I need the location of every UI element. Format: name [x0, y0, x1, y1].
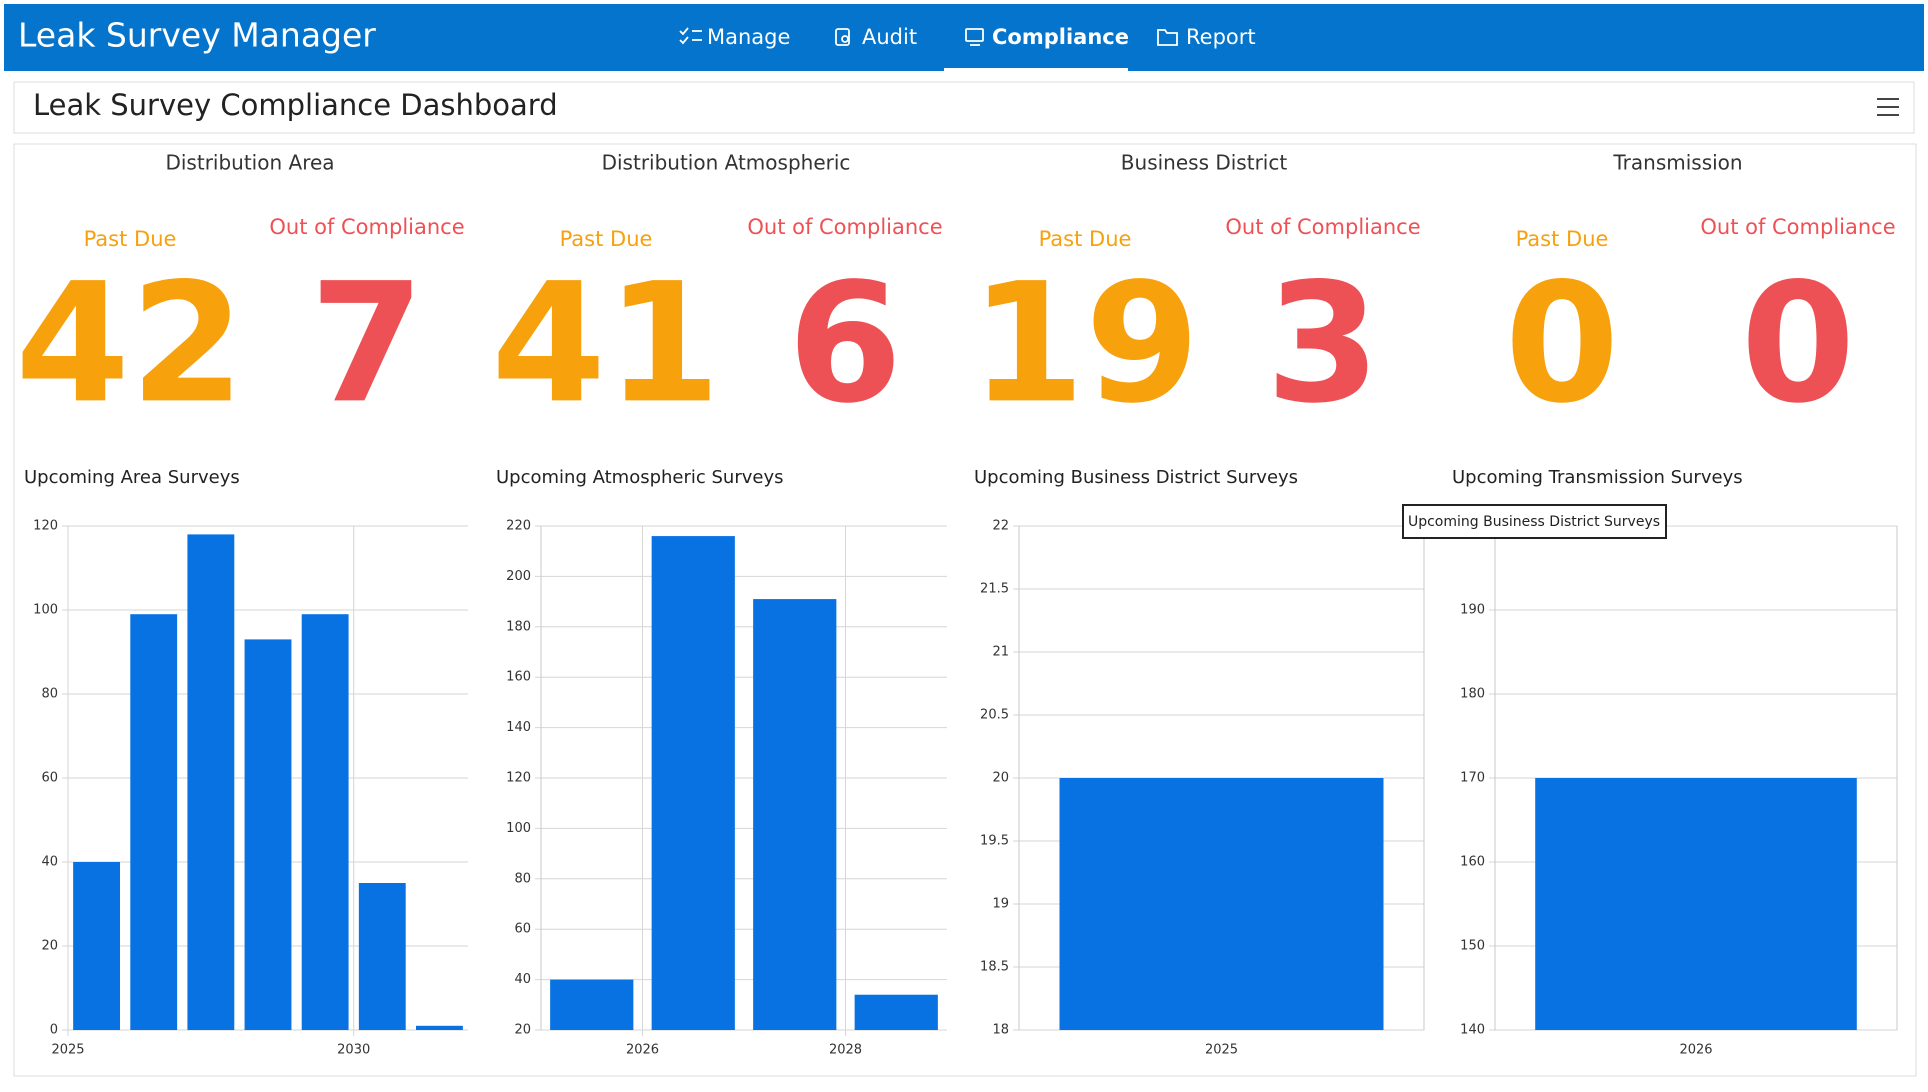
past-due-label: Past Due — [1039, 227, 1132, 251]
bar — [358, 883, 406, 1030]
out-of-compliance-label: Out of Compliance — [747, 215, 942, 239]
y-tick-label: 180 — [506, 619, 531, 634]
past-due-count: 41 — [491, 247, 721, 439]
y-tick-label: 0 — [50, 1023, 58, 1038]
y-tick-label: 18.5 — [980, 960, 1009, 975]
x-tick-label: 2026 — [1679, 1043, 1712, 1058]
out-of-compliance-count: 7 — [310, 247, 425, 439]
bar — [73, 862, 120, 1030]
nav-item[interactable]: Report — [1186, 25, 1256, 49]
out-of-compliance-label: Out of Compliance — [1225, 215, 1420, 239]
y-tick-label: 22 — [992, 519, 1009, 534]
bar — [854, 994, 938, 1030]
nav-item[interactable]: Audit — [862, 25, 917, 49]
bar — [244, 639, 292, 1030]
bar — [301, 614, 349, 1030]
bar — [130, 614, 178, 1030]
y-tick-label: 170 — [1460, 771, 1485, 786]
tooltip-text: Upcoming Business District Surveys — [1408, 514, 1660, 530]
bar — [1535, 778, 1857, 1030]
title-bar — [13, 81, 1915, 134]
past-due-count: 42 — [15, 247, 245, 439]
app-title: Leak Survey Manager — [18, 16, 376, 55]
y-tick-label: 160 — [1460, 855, 1485, 870]
chart-title: Upcoming Transmission Surveys — [1452, 467, 1743, 488]
y-tick-label: 100 — [506, 821, 531, 836]
y-tick-label: 180 — [1460, 687, 1485, 702]
section-title: Transmission — [1612, 151, 1742, 175]
out-of-compliance-label: Out of Compliance — [1700, 215, 1895, 239]
y-tick-label: 19.5 — [980, 834, 1009, 849]
section-title: Distribution Atmospheric — [602, 151, 851, 175]
y-tick-label: 20 — [41, 939, 58, 954]
bar — [416, 1025, 463, 1030]
x-tick-label: 2025 — [51, 1043, 84, 1058]
past-due-label: Past Due — [560, 227, 653, 251]
y-tick-label: 100 — [33, 603, 58, 618]
y-tick-label: 160 — [506, 670, 531, 685]
x-tick-label: 2030 — [337, 1043, 370, 1058]
past-due-label: Past Due — [84, 227, 177, 251]
y-tick-label: 140 — [506, 720, 531, 735]
bar — [550, 979, 634, 1030]
menu-button[interactable] — [1877, 98, 1899, 116]
y-tick-label: 140 — [1460, 1023, 1485, 1038]
y-tick-label: 21 — [992, 645, 1009, 660]
tooltip-box — [1402, 504, 1667, 539]
nav-item[interactable]: Compliance — [992, 25, 1129, 49]
bar — [651, 536, 735, 1030]
x-tick-label: 2028 — [829, 1043, 862, 1058]
header-bar — [4, 4, 1924, 71]
past-due-label: Past Due — [1516, 227, 1609, 251]
section-title: Business District — [1121, 151, 1288, 175]
bar — [753, 599, 837, 1030]
y-tick-label: 220 — [506, 519, 531, 534]
y-tick-label: 80 — [514, 871, 531, 886]
y-tick-label: 40 — [514, 972, 531, 987]
y-tick-label: 120 — [506, 771, 531, 786]
section-title: Distribution Area — [165, 151, 334, 175]
x-tick-label: 2026 — [626, 1043, 659, 1058]
chart-title: Upcoming Area Surveys — [24, 467, 240, 488]
past-due-count: 19 — [970, 247, 1200, 439]
y-tick-label: 20 — [992, 771, 1009, 786]
chart-title: Upcoming Atmospheric Surveys — [496, 467, 784, 488]
bar — [187, 534, 235, 1030]
nav-active-underline — [944, 68, 1128, 71]
y-tick-label: 120 — [33, 519, 58, 534]
out-of-compliance-count: 3 — [1266, 247, 1381, 439]
out-of-compliance-count: 6 — [788, 247, 903, 439]
nav-item[interactable]: Manage — [707, 25, 790, 49]
x-tick-label: 2025 — [1205, 1043, 1238, 1058]
y-tick-label: 40 — [41, 855, 58, 870]
y-tick-label: 60 — [41, 771, 58, 786]
y-tick-label: 20 — [514, 1023, 531, 1038]
chart-title: Upcoming Business District Surveys — [974, 467, 1298, 488]
y-tick-label: 19 — [992, 897, 1009, 912]
dashboard-title: Leak Survey Compliance Dashboard — [33, 88, 558, 122]
nav-icons — [679, 27, 1178, 46]
y-tick-label: 18 — [992, 1023, 1009, 1038]
y-tick-label: 21.5 — [980, 582, 1009, 597]
y-tick-label: 150 — [1460, 939, 1485, 954]
bar — [1059, 778, 1384, 1030]
y-tick-label: 60 — [514, 922, 531, 937]
y-tick-label: 20.5 — [980, 708, 1009, 723]
y-tick-label: 200 — [506, 569, 531, 584]
out-of-compliance-count: 0 — [1741, 247, 1856, 439]
past-due-count: 0 — [1505, 247, 1620, 439]
y-tick-label: 190 — [1460, 603, 1485, 618]
out-of-compliance-label: Out of Compliance — [269, 215, 464, 239]
y-tick-label: 80 — [41, 687, 58, 702]
